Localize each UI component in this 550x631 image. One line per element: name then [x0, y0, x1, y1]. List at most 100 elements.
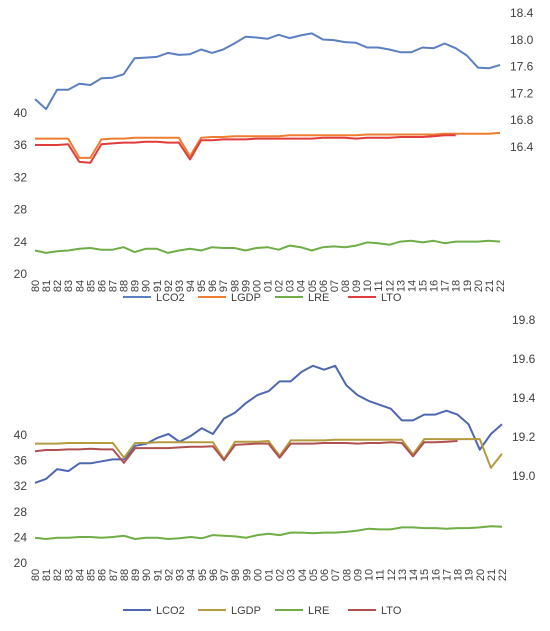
x-tick-label: 86: [97, 569, 109, 581]
x-tick-label: 91: [152, 569, 164, 581]
x-tick-label: 89: [130, 569, 142, 581]
x-tick-label: 14: [406, 280, 418, 292]
left-tick-label: 28: [14, 203, 28, 217]
right-tick-label: 18.4: [510, 6, 534, 20]
x-tick-label: 22: [495, 280, 507, 292]
series-line-lgdp: [35, 438, 503, 469]
x-tick-label: 91: [152, 280, 164, 292]
x-tick-label: 89: [130, 280, 142, 292]
legend-label: LGDP: [231, 292, 261, 304]
chart-panel-2: 20 24 28 32 36 40 19.0 19.2 19.4 19.6 19.8 80 81 82 83…: [14, 313, 536, 617]
series-lines: [34, 32, 501, 254]
x-tick-label: 94: [186, 569, 198, 581]
left-tick-label: 24: [14, 530, 28, 544]
x-tick-label: 17: [440, 280, 452, 292]
x-tick-label: 97: [218, 280, 230, 292]
x-tick-label: 93: [174, 280, 186, 292]
right-tick-label: 18.0: [510, 33, 534, 47]
x-tick-label: 92: [163, 569, 175, 581]
x-tick-label: 99: [240, 280, 252, 292]
x-tick-label: 13: [397, 569, 409, 581]
x-tick-label: 11: [373, 280, 385, 291]
x-tick-label: 80: [30, 569, 42, 581]
x-tick-label: 16: [429, 280, 441, 292]
x-tick-label: 90: [141, 280, 153, 292]
left-tick-label: 20: [14, 267, 28, 281]
x-tick-label: 99: [241, 569, 253, 581]
right-tick-label: 19.2: [512, 430, 536, 444]
legend-label: LTO: [381, 605, 402, 617]
x-tick-label: 14: [408, 569, 420, 581]
x-tick-label: 01: [264, 569, 276, 581]
x-tick-label: 03: [285, 280, 297, 292]
x-tick-label: 82: [52, 280, 64, 292]
legend-item-lco2: LCO2: [123, 292, 185, 304]
legend-label: LRE: [308, 605, 329, 617]
x-tick-label: 16: [430, 569, 442, 581]
x-tick-label: 21: [484, 280, 496, 292]
right-tick-label: 19.4: [512, 391, 536, 405]
x-tick-label: 18: [451, 280, 463, 292]
x-tick-label: 03: [286, 569, 298, 581]
x-tick-label: 21: [486, 569, 498, 581]
x-tick-label: 11: [375, 569, 387, 580]
legend-item-lgdp: LGDP: [198, 292, 261, 304]
x-tick-label: 12: [386, 569, 398, 581]
series-line-lre: [34, 525, 503, 540]
x-tick-label: 09: [351, 280, 363, 292]
x-tick-label: 88: [119, 280, 131, 292]
x-tick-label: 10: [364, 569, 376, 581]
x-tick-label: 05: [308, 569, 320, 581]
x-tick-label: 22: [497, 569, 509, 581]
x-tick-label: 07: [329, 280, 341, 292]
x-tick-label: 85: [85, 280, 97, 292]
x-tick-label: 08: [340, 280, 352, 292]
x-tick-label: 96: [207, 280, 219, 292]
x-tick-label: 96: [208, 569, 220, 581]
x-tick-label: 05: [307, 280, 319, 292]
x-tick-label: 00: [252, 569, 264, 581]
x-tick-label: 01: [263, 280, 275, 292]
x-tick-label: 98: [230, 569, 242, 581]
x-tick-label: 87: [108, 280, 120, 292]
x-tick-label: 94: [185, 280, 197, 292]
legend: LCO2 LGDP LRE LTO: [123, 605, 402, 617]
x-tick-label: 90: [141, 569, 153, 581]
x-tick-label: 82: [52, 569, 64, 581]
x-tick-label: 81: [41, 569, 53, 581]
series-line-lco2: [34, 364, 503, 484]
x-tick-label: 95: [196, 280, 208, 292]
legend-label: LCO2: [156, 292, 185, 304]
x-tick-label: 13: [395, 280, 407, 292]
legend: LCO2 LGDP LRE LTO: [123, 292, 402, 304]
right-axis-ticks: 19.0 19.2 19.4 19.6 19.8: [512, 313, 536, 483]
series-line-lto: [35, 134, 456, 164]
x-tick-label: 17: [441, 569, 453, 581]
chart-panel-1: 20 24 28 32 36 40 16.4 16.8 17.2 17.6 18.0 18.4 80 81…: [14, 6, 534, 304]
right-tick-label: 19.6: [512, 352, 536, 366]
series-line-lco2: [34, 32, 501, 111]
x-tick-label: 10: [362, 280, 374, 292]
x-tick-label: 08: [341, 569, 353, 581]
x-tick-label: 80: [30, 280, 42, 292]
x-tick-label: 20: [475, 569, 487, 581]
legend-label: LGDP: [231, 605, 261, 617]
right-tick-label: 19.0: [512, 469, 536, 483]
x-tick-label: 88: [119, 569, 131, 581]
x-tick-label: 84: [74, 569, 86, 581]
series-line-lre: [34, 239, 501, 254]
series-lines: [34, 364, 503, 540]
x-tick-label: 98: [229, 280, 241, 292]
x-tick-label: 04: [297, 569, 309, 581]
left-tick-label: 36: [14, 454, 28, 468]
x-tick-label: 02: [275, 569, 287, 581]
x-tick-label: 15: [419, 569, 431, 581]
x-tick-label: 04: [296, 280, 308, 292]
x-tick-label: 12: [384, 280, 396, 292]
legend-item-lco2: LCO2: [123, 605, 185, 617]
left-tick-label: 24: [14, 235, 28, 249]
x-tick-label: 15: [418, 280, 430, 292]
x-tick-label: 86: [96, 280, 108, 292]
left-tick-label: 32: [14, 170, 28, 184]
